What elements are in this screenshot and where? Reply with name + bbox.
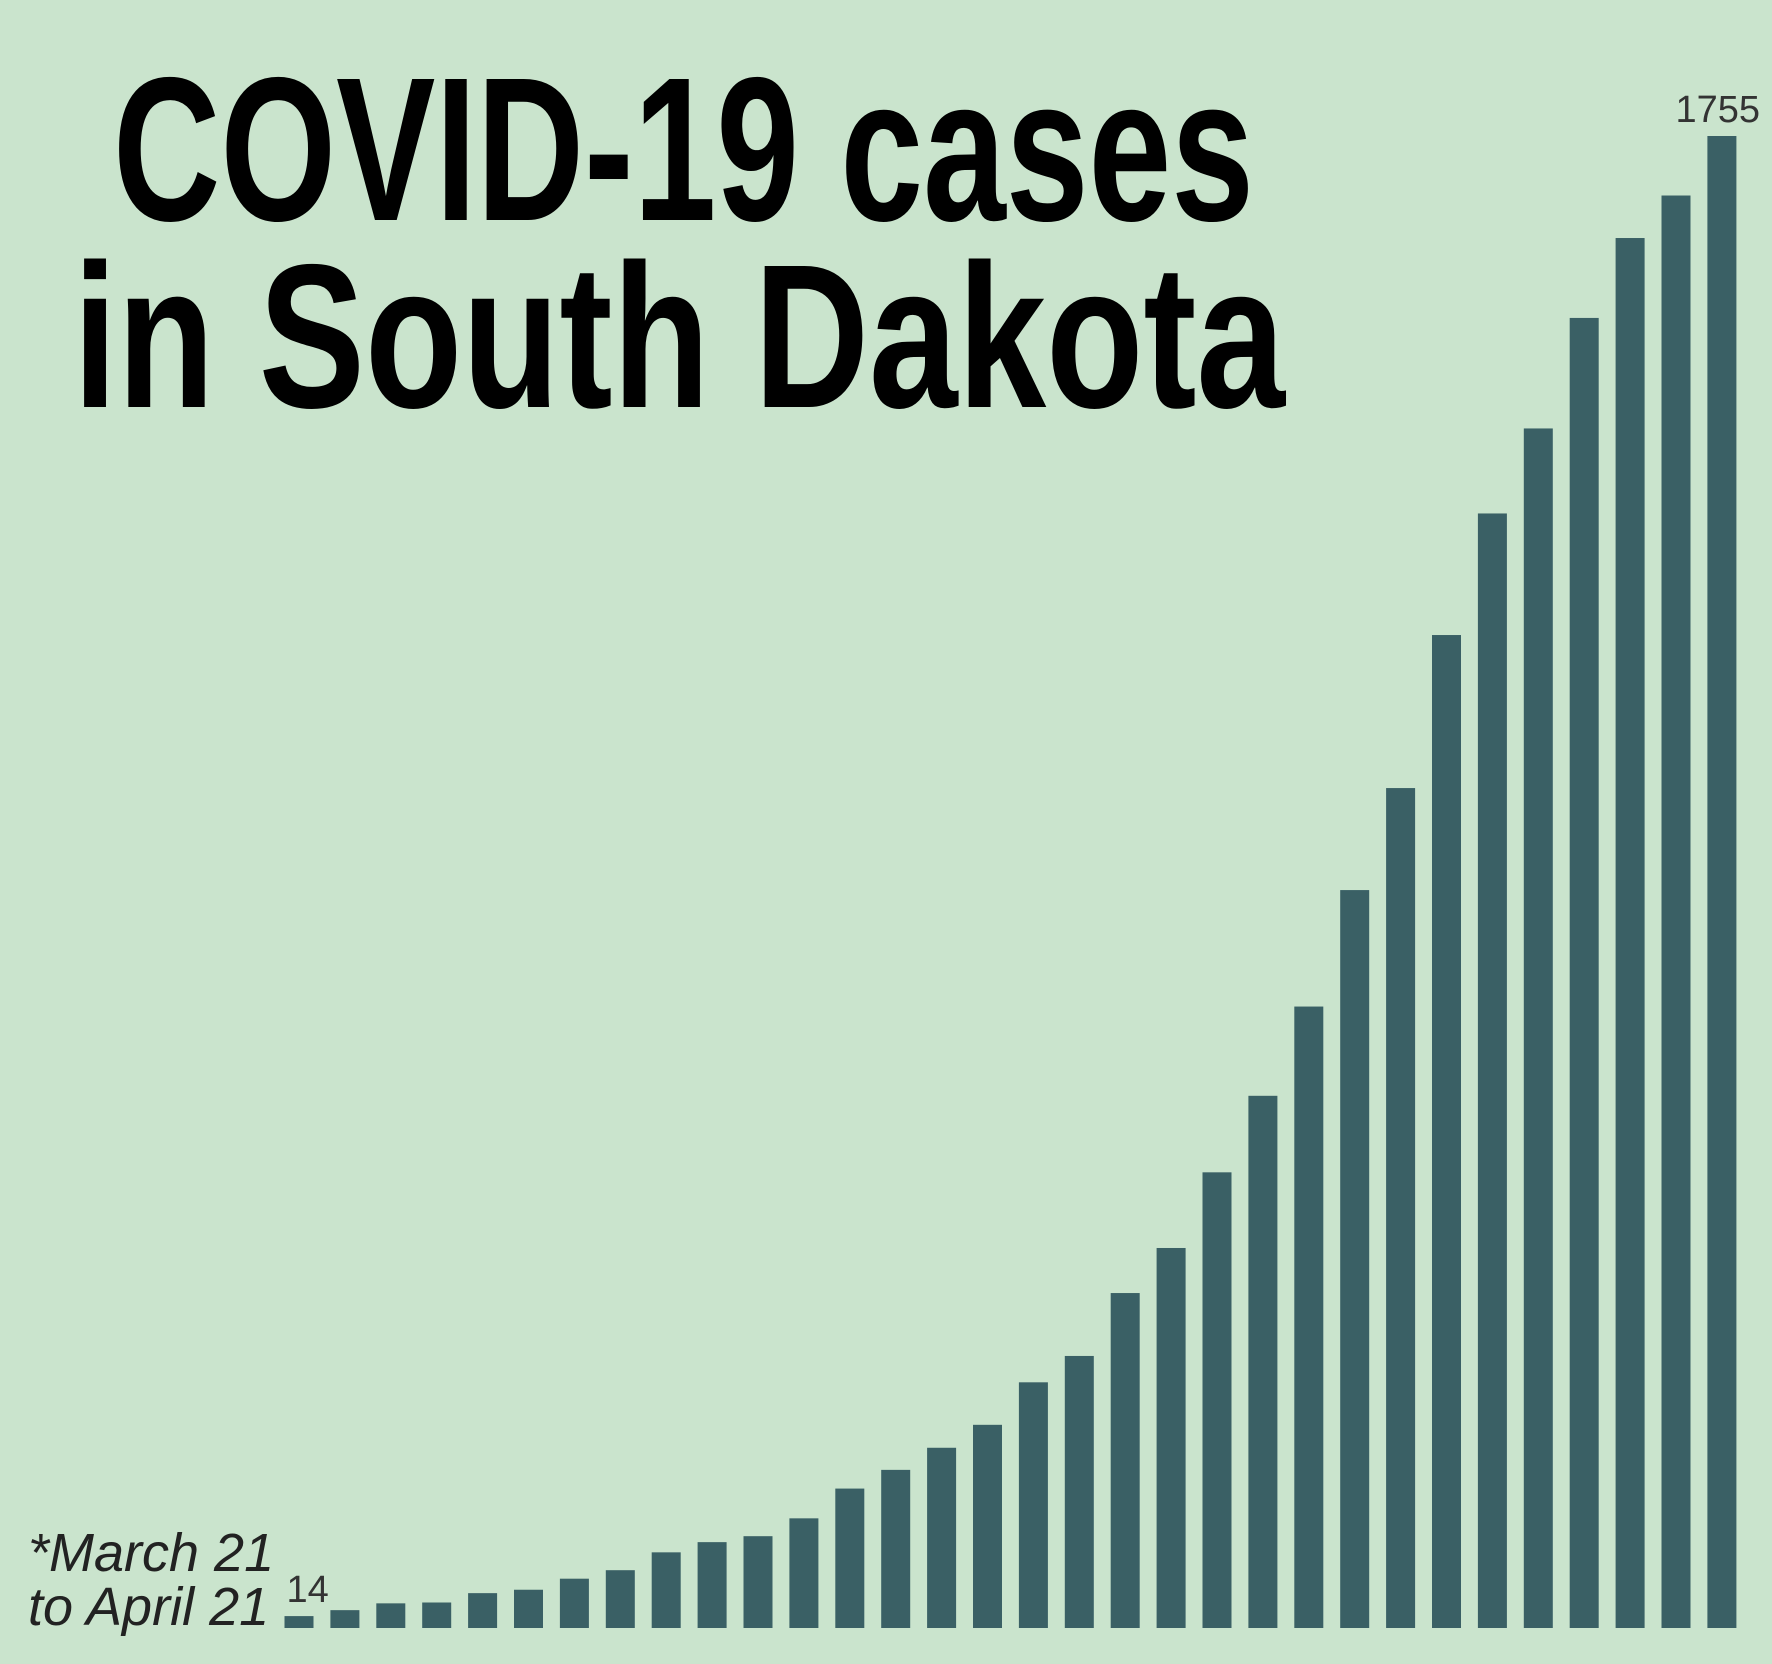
bar: [1615, 238, 1645, 1628]
bar: [1018, 1382, 1048, 1628]
bar: [330, 1610, 360, 1628]
bar: [973, 1424, 1002, 1628]
chart-title-line: COVID-19 cases: [113, 35, 1254, 264]
bar: [1294, 1006, 1324, 1628]
bar: [789, 1518, 819, 1628]
bar: [1661, 195, 1691, 1628]
bar: [1202, 1172, 1232, 1628]
date-note: *March 21: [28, 1523, 274, 1583]
bar: [1340, 890, 1370, 1628]
bar: [1248, 1095, 1278, 1628]
value-label: 14: [287, 1569, 329, 1611]
bar: [1386, 788, 1416, 1628]
bar: [1432, 635, 1461, 1628]
bar: [1523, 428, 1553, 1629]
bar: [1569, 317, 1599, 1629]
bar: [651, 1552, 681, 1628]
bar: [1707, 136, 1737, 1628]
date-note: to April 21: [28, 1577, 269, 1637]
bar: [605, 1570, 635, 1628]
bar: [422, 1602, 452, 1628]
bar: [927, 1447, 957, 1628]
bar: [881, 1469, 911, 1628]
bar: [743, 1536, 773, 1628]
bar: [1064, 1355, 1094, 1628]
chart-title-line: in South Dakota: [73, 222, 1287, 451]
bar: [559, 1578, 589, 1628]
bar: [514, 1589, 543, 1628]
bar: [1110, 1293, 1140, 1628]
bar: [284, 1616, 314, 1628]
bar: [1156, 1247, 1186, 1628]
bar: [1477, 513, 1507, 1628]
bar: [835, 1488, 865, 1628]
bar: [468, 1593, 498, 1628]
bar: [697, 1542, 727, 1628]
bar: [376, 1603, 406, 1628]
value-label: 1755: [1675, 89, 1760, 131]
